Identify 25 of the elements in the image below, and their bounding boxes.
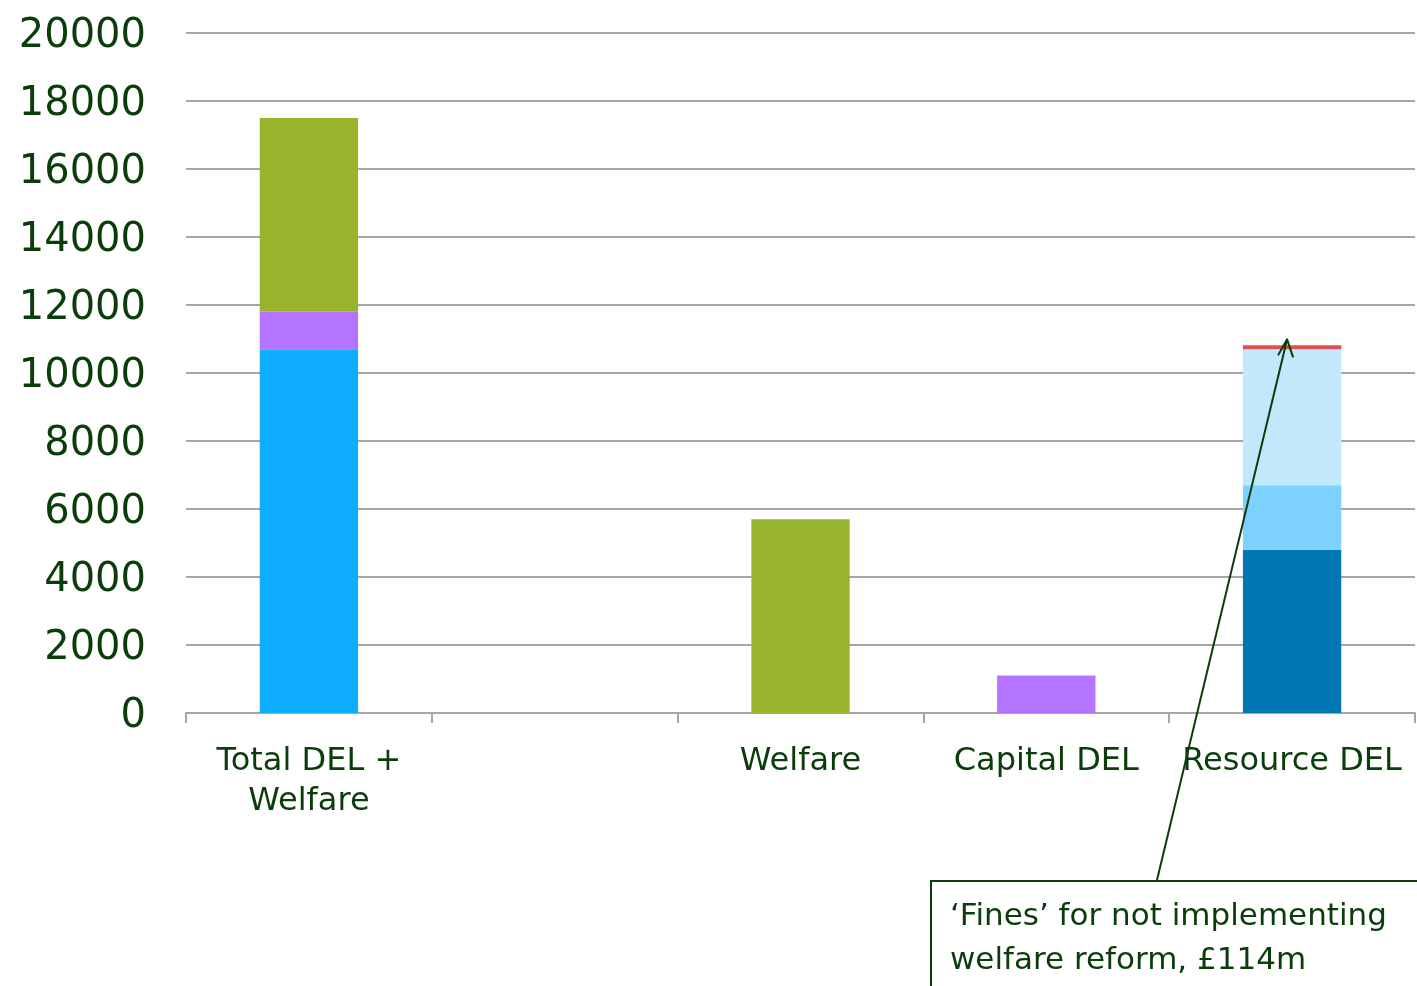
x-tick-label: Resource DEL (1182, 740, 1403, 778)
y-tick-label: 12000 (18, 282, 146, 328)
y-tick-label: 16000 (18, 146, 146, 192)
bar (1242, 345, 1342, 350)
bar (259, 118, 359, 312)
bar (259, 311, 359, 350)
y-tick-label: 20000 (18, 10, 146, 56)
callout-box: ‘Fines’ for not implementing welfare reform, £114m (930, 880, 1417, 986)
bar (1242, 549, 1342, 713)
y-tick-label: 8000 (44, 418, 146, 464)
bar (1242, 485, 1342, 550)
y-tick-label: 10000 (18, 350, 146, 396)
x-tick-label: Total DEL + Welfare (215, 740, 402, 818)
y-tick-label: 0 (120, 690, 146, 736)
bar (751, 519, 850, 713)
y-tick-label: 2000 (44, 622, 146, 668)
bar (997, 675, 1096, 713)
y-tick-label: 4000 (44, 554, 146, 600)
x-tick-label: Welfare (739, 740, 862, 778)
bar (259, 349, 359, 713)
bar (1242, 349, 1342, 486)
y-tick-label: 18000 (18, 78, 146, 124)
y-tick-label: 14000 (18, 214, 146, 260)
x-tick-label: Capital DEL (953, 740, 1139, 778)
y-tick-label: 6000 (44, 486, 146, 532)
